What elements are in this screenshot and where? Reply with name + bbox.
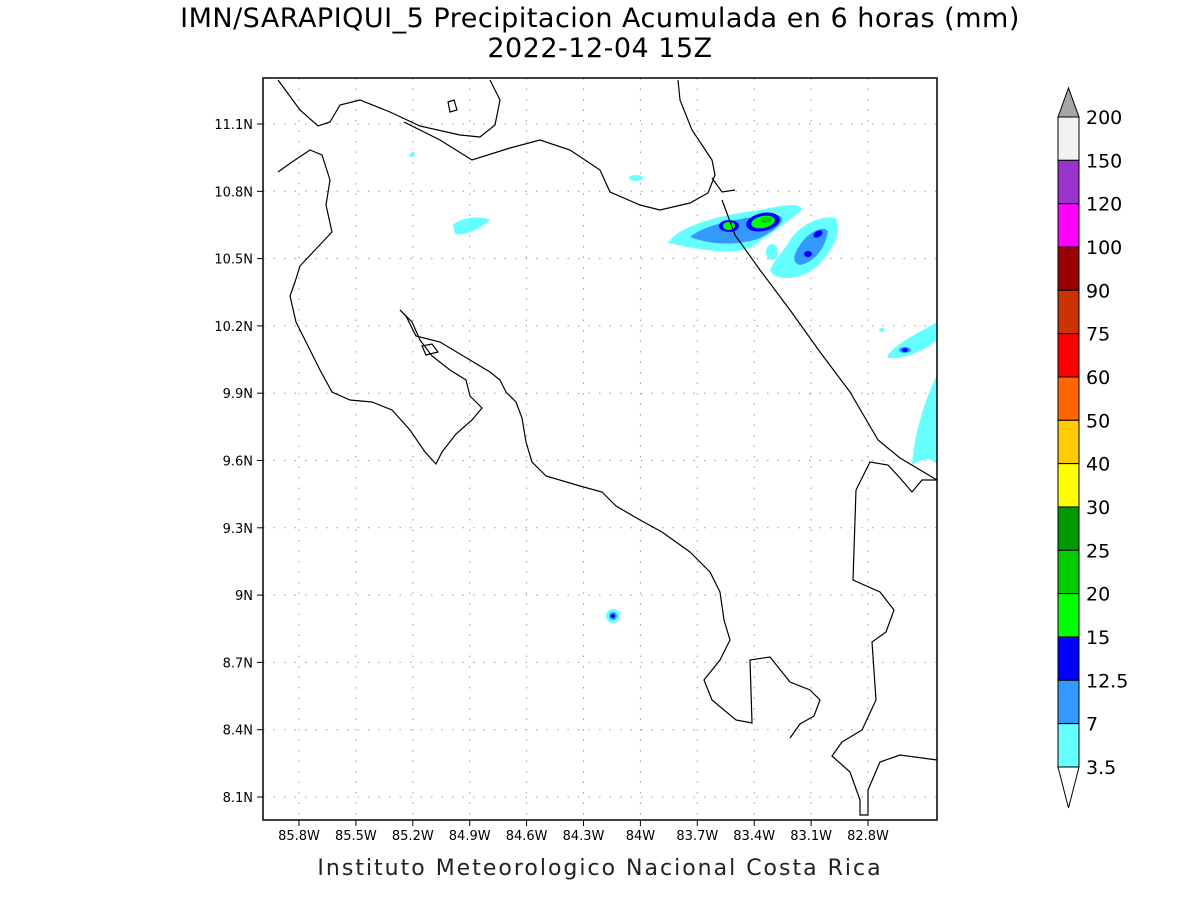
lon-tick-label: 82.8W	[847, 829, 889, 844]
colorbar-swatch	[1057, 463, 1080, 508]
colorbar-label: 50	[1086, 410, 1110, 432]
colorbar-label: 15	[1086, 627, 1110, 649]
colorbar-under-triangle	[1057, 766, 1080, 809]
colorbar-swatch	[1057, 679, 1080, 725]
colorbar-swatch	[1057, 246, 1080, 291]
coastlines-and-borders	[277, 79, 938, 816]
colorbar-label: 120	[1086, 194, 1122, 216]
colorbar-label: 75	[1086, 324, 1110, 346]
colorbar-swatch	[1057, 376, 1080, 421]
precip-area	[888, 322, 937, 359]
precip-core	[902, 348, 908, 352]
lat-tick-label: 10.8N	[214, 185, 253, 200]
colorbar-label: 12.5	[1086, 670, 1128, 692]
lat-tick-label: 9.3N	[223, 522, 253, 537]
precip-area	[629, 175, 643, 181]
colorbar-swatch	[1057, 723, 1080, 768]
map-title: IMN/SARAPIQUI_5 Precipitacion Acumulada …	[180, 3, 1020, 34]
colorbar-swatch	[1057, 159, 1080, 205]
precip-core	[760, 217, 772, 223]
lat-tick-label: 8.4N	[223, 724, 253, 739]
lat-tick-label: 10.2N	[214, 320, 253, 335]
precip-area	[766, 244, 778, 260]
colorbar-swatch	[1057, 116, 1080, 161]
colorbar-label: 3.5	[1086, 757, 1116, 779]
precip-area	[409, 153, 415, 157]
colorbar-swatch	[1057, 636, 1080, 681]
precip-area	[453, 217, 490, 235]
colorbar-label: 60	[1086, 367, 1110, 389]
colorbar-swatch	[1057, 419, 1080, 465]
colorbar-label: 150	[1086, 150, 1122, 172]
lat-tick-label: 9.9N	[223, 387, 253, 402]
colorbar-label: 25	[1086, 540, 1110, 562]
lon-tick-label: 84.9W	[449, 829, 491, 844]
precip-core	[611, 614, 615, 618]
footer-credit: Instituto Meteorologico Nacional Costa R…	[317, 856, 883, 881]
axis-ticks: 85.8W 85.5W 85.2W 84.9W 84.6W 84.3W 84W 83.7W 83…	[214, 118, 889, 844]
colorbar-label: 7	[1086, 714, 1098, 736]
colorbar: 200 150 120 100 90 75 60 50 40 30 25 20 15 12.5 7 3.5	[1057, 86, 1128, 809]
precip-core	[813, 230, 823, 238]
lon-tick-label: 84.3W	[563, 829, 605, 844]
colorbar-label: 200	[1086, 107, 1122, 129]
precipitation-fields	[409, 153, 937, 623]
colorbar-over-triangle	[1057, 86, 1080, 118]
lon-tick-label: 85.5W	[335, 829, 377, 844]
graticule	[263, 78, 937, 820]
lon-tick-label: 85.8W	[278, 829, 320, 844]
precip-area	[794, 228, 828, 265]
colorbar-label: 30	[1086, 497, 1110, 519]
colorbar-swatch	[1057, 333, 1080, 378]
colorbar-swatch	[1057, 289, 1080, 335]
colorbar-swatch	[1057, 506, 1080, 551]
lat-tick-label: 10.5N	[214, 253, 253, 268]
lon-tick-label: 84.6W	[506, 829, 548, 844]
lon-tick-label: 83.1W	[790, 829, 832, 844]
colorbar-label: 90	[1086, 280, 1110, 302]
colorbar-label: 100	[1086, 237, 1122, 259]
precip-area	[912, 375, 937, 465]
colorbar-swatch	[1057, 549, 1080, 595]
colorbar-swatch	[1057, 593, 1080, 638]
precip-core	[804, 251, 812, 257]
lat-tick-label: 11.1N	[214, 118, 253, 133]
colorbar-label: 40	[1086, 454, 1110, 476]
lat-tick-label: 8.1N	[223, 791, 253, 806]
lon-tick-label: 83.4W	[733, 829, 775, 844]
lat-tick-label: 9.6N	[223, 455, 253, 470]
map-frame	[262, 77, 938, 821]
precip-area	[879, 328, 885, 332]
lat-tick-label: 8.7N	[223, 656, 253, 671]
colorbar-label: 20	[1086, 584, 1110, 606]
map-subtitle-datetime: 2022-12-04 15Z	[487, 33, 713, 64]
lat-tick-label: 9N	[235, 589, 253, 604]
lon-tick-label: 84W	[626, 829, 656, 844]
lon-tick-label: 83.7W	[676, 829, 718, 844]
colorbar-swatch	[1057, 203, 1080, 248]
lon-tick-label: 85.2W	[392, 829, 434, 844]
